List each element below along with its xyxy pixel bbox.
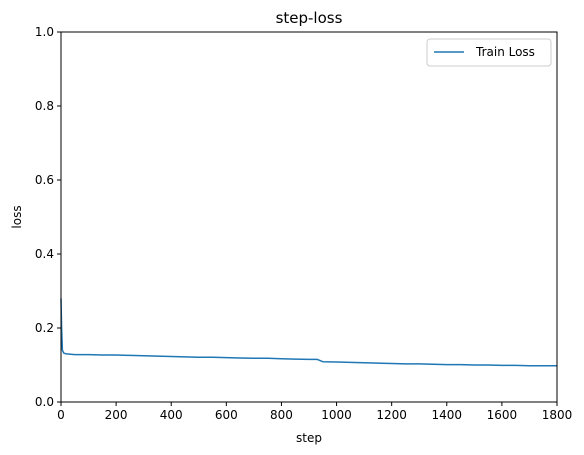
legend-box bbox=[426, 38, 552, 67]
x-tick-label: 1400 bbox=[432, 408, 463, 422]
x-tick-label: 1600 bbox=[487, 408, 518, 422]
series-line-train-loss bbox=[60, 298, 557, 367]
x-tick-label: 800 bbox=[270, 408, 293, 422]
x-axis-label: step bbox=[296, 431, 322, 445]
y-tick-label: 0.0 bbox=[35, 395, 54, 409]
x-tick-label: 1200 bbox=[376, 408, 407, 422]
y-axis-label: loss bbox=[10, 205, 24, 228]
y-tick-label: 0.2 bbox=[35, 321, 54, 335]
chart-title: step-loss bbox=[276, 9, 343, 27]
x-tick-label: 200 bbox=[105, 408, 128, 422]
plot-frame bbox=[60, 31, 558, 403]
legend: Train Loss bbox=[426, 38, 552, 67]
legend-label-train-loss: Train Loss bbox=[475, 45, 535, 59]
x-tick-label: 400 bbox=[160, 408, 183, 422]
x-tick-label: 1000 bbox=[321, 408, 352, 422]
x-tick-label: 600 bbox=[215, 408, 238, 422]
y-tick-label: 0.6 bbox=[35, 173, 54, 187]
y-tick-label: 0.4 bbox=[35, 247, 54, 261]
y-tick-label: 0.8 bbox=[35, 99, 54, 113]
x-tick-label: 1800 bbox=[542, 408, 573, 422]
axis-ticks: 0 200 400 600 800 1000 1200 1400 1600 1800 0.0 0.2 0… bbox=[35, 25, 572, 422]
x-tick-label: 0 bbox=[57, 408, 65, 422]
y-tick-label: 1.0 bbox=[35, 25, 54, 39]
